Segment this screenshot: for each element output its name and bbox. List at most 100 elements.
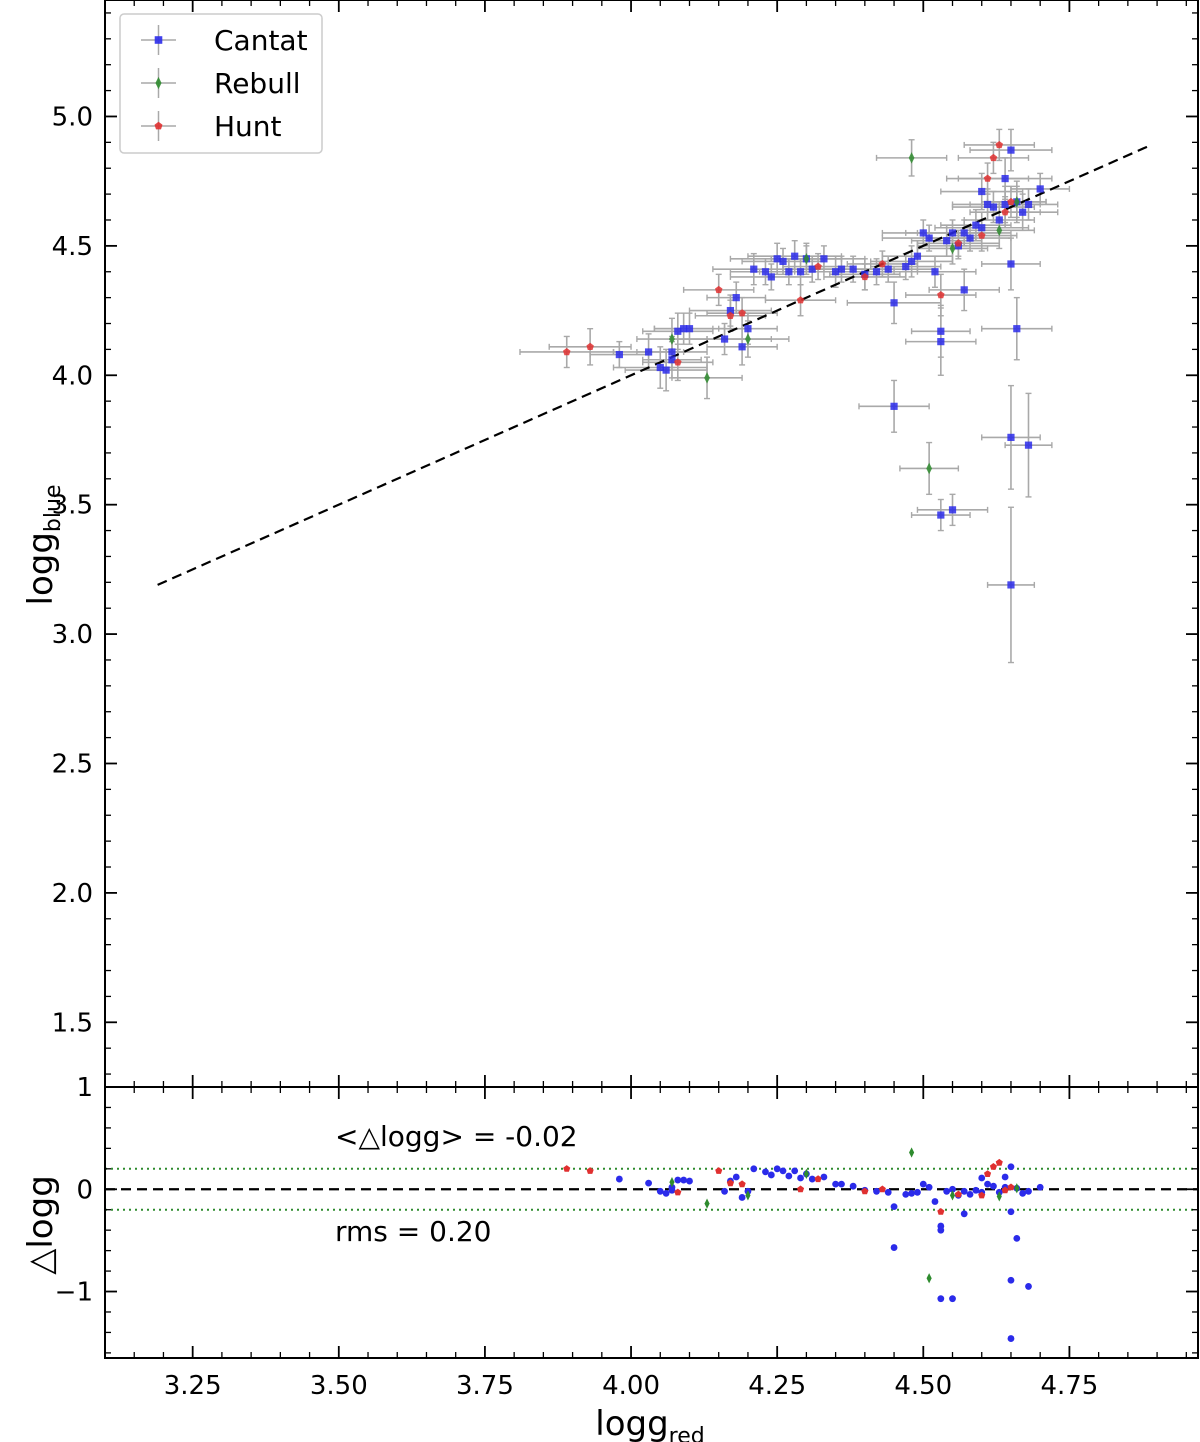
residual-xtick-label: 4.25	[748, 1371, 806, 1401]
cantat-point	[674, 327, 682, 335]
cantat-point	[872, 268, 881, 276]
residual-ytick-label: 0	[76, 1175, 93, 1205]
rebull-residual-point	[949, 1190, 956, 1201]
cantat-point	[1036, 185, 1044, 193]
cantat-residual-point	[645, 1179, 652, 1187]
hunt-residual-point	[814, 1175, 822, 1183]
rebull-point	[803, 253, 810, 265]
residual-panel: −1 0 1 3.25 3.50 3.75 4.00 4.25 4.50 4.75 <△logg>…	[21, 1073, 1199, 1442]
cantat-point	[773, 255, 781, 263]
cantat-residual-point	[931, 1198, 939, 1205]
rebull-point	[704, 372, 710, 384]
cantat-point	[849, 265, 857, 273]
cantat-residual-point	[937, 1295, 945, 1303]
legend-label-rebull: Rebull	[214, 67, 301, 100]
cantat-residual-point	[919, 1180, 927, 1188]
cantat-residual-point	[873, 1187, 880, 1195]
cantat-residual-point	[656, 1187, 664, 1195]
cantat-residual-point	[1025, 1187, 1032, 1195]
hunt-point	[983, 174, 992, 182]
residual-xtick-label: 4.00	[602, 1371, 660, 1401]
cantat-point	[995, 216, 1003, 224]
cantat-residual-point	[662, 1189, 670, 1197]
cantat-residual-point	[972, 1186, 980, 1194]
cantat-residual-point	[949, 1185, 956, 1193]
rebull-point	[908, 152, 915, 164]
cantat-point	[931, 268, 939, 276]
hunt-point	[989, 153, 998, 162]
cantat-point	[720, 335, 729, 343]
cantat-point	[685, 325, 694, 333]
cantat-residual-point	[902, 1190, 910, 1198]
residual-xtick-label: 3.25	[164, 1371, 222, 1401]
rebull-residual-point	[704, 1198, 710, 1209]
legend-label-hunt: Hunt	[214, 110, 282, 143]
cantat-residual-point	[925, 1183, 933, 1191]
cantat-point	[943, 237, 951, 245]
cantat-point	[791, 252, 799, 260]
residual-points	[563, 1147, 1044, 1342]
cantat-residual-point	[680, 1176, 688, 1184]
cantat-residual-point	[937, 1226, 945, 1234]
residual-reference-lines	[105, 1167, 1198, 1211]
cantat-residual-point	[832, 1180, 840, 1188]
cantat-point	[796, 268, 805, 276]
hunt-residual-point	[586, 1167, 594, 1174]
cantat-point	[668, 356, 676, 364]
hunt-residual-point	[563, 1165, 571, 1172]
cantat-point	[1007, 146, 1015, 154]
cantat-residual-point	[990, 1182, 997, 1190]
cantat-residual-point	[949, 1295, 956, 1303]
hunt-point	[738, 309, 746, 317]
cantat-point	[644, 348, 653, 356]
fit-line	[157, 143, 1152, 586]
main-ytick-label: 4.5	[52, 232, 93, 262]
cantat-residual-point	[1007, 1163, 1015, 1171]
cantat-residual-point	[762, 1168, 769, 1176]
cantat-residual-point	[668, 1186, 676, 1194]
cantat-point	[890, 299, 898, 307]
hunt-point	[1001, 208, 1009, 216]
hunt-residual-point	[995, 1158, 1003, 1166]
cantat-residual-point	[1001, 1173, 1009, 1181]
cantat-point	[937, 511, 945, 519]
hunt-residual-point	[989, 1163, 997, 1170]
main-ylabel-base: logg	[21, 532, 61, 605]
cantat-residual-point	[960, 1210, 968, 1218]
cantat-residual-point	[767, 1171, 775, 1179]
cantat-point	[1001, 174, 1009, 183]
cantat-residual-point	[1036, 1183, 1044, 1191]
hunt-point	[954, 239, 963, 247]
residual-xtick-label: 3.50	[310, 1371, 368, 1401]
cantat-residual-point	[890, 1203, 898, 1211]
residual-ylabel: △logg	[21, 1175, 61, 1275]
cantat-point	[937, 338, 945, 346]
cantat-point	[732, 294, 740, 302]
residual-xlabel-sub: red	[669, 1424, 705, 1442]
cantat-point	[761, 268, 770, 276]
legend: Cantat Rebull Hunt	[119, 13, 323, 154]
cantat-residual-point	[797, 1174, 804, 1182]
hunt-residual-point	[738, 1180, 746, 1188]
cantat-point	[808, 265, 816, 273]
cantat-point	[738, 343, 746, 351]
main-ytick-label: 3.5	[52, 491, 93, 521]
residual-xtick-label: 3.75	[456, 1371, 514, 1401]
cantat-residual-point	[914, 1188, 921, 1196]
main-ticks: 1.5 2.0 2.5 3.0 3.5 4.0 4.5 5.0	[52, 0, 1198, 1087]
main-ylabel: loggblue	[21, 485, 66, 606]
cantat-residual-point	[960, 1187, 968, 1195]
main-ytick-label: 5.0	[52, 102, 93, 132]
cantat-point	[913, 252, 922, 260]
main-errorbars	[519, 128, 1071, 664]
cantat-point	[960, 229, 968, 237]
cantat-point	[925, 234, 933, 242]
cantat-residual-point	[791, 1167, 799, 1175]
hunt-residual-point	[984, 1170, 992, 1177]
cantat-point	[1019, 208, 1027, 216]
cantat-residual-point	[984, 1180, 991, 1188]
rebull-point	[949, 242, 956, 255]
hunt-residual-point	[715, 1167, 723, 1174]
cantat-point	[983, 200, 992, 209]
cantat-point	[989, 203, 998, 211]
